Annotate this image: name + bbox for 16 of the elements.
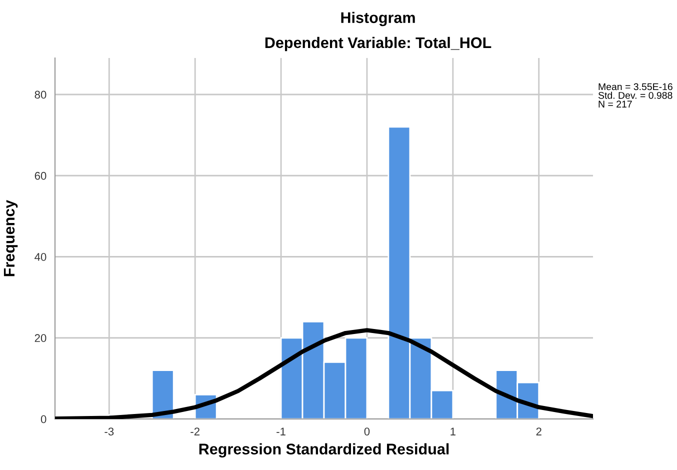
x-tick-label: -3 bbox=[104, 428, 114, 436]
y-tick-label: 60 bbox=[34, 172, 46, 180]
y-tick-label: 0 bbox=[40, 415, 46, 424]
x-tick-label: 2 bbox=[536, 428, 542, 436]
chart-title: Histogram bbox=[341, 12, 415, 26]
x-tick-label: 0 bbox=[364, 428, 370, 436]
x-tick-label: -1 bbox=[276, 428, 286, 436]
x-tick-label: -2 bbox=[190, 428, 200, 436]
chart-subtitle: Dependent Variable: Total_HOL bbox=[265, 36, 492, 52]
y-tick-label: 80 bbox=[34, 90, 46, 99]
y-axis-title: Frequency bbox=[4, 200, 18, 276]
y-tick-label: 20 bbox=[34, 334, 46, 342]
x-tick-label: 1 bbox=[450, 428, 456, 436]
y-tick-label: 40 bbox=[34, 253, 46, 261]
text: Mean = 3.55E-16 Std. Dev. = 0.988 N = 217 bbox=[598, 83, 672, 108]
x-axis-title: Regression Standardized Residual bbox=[199, 443, 449, 458]
